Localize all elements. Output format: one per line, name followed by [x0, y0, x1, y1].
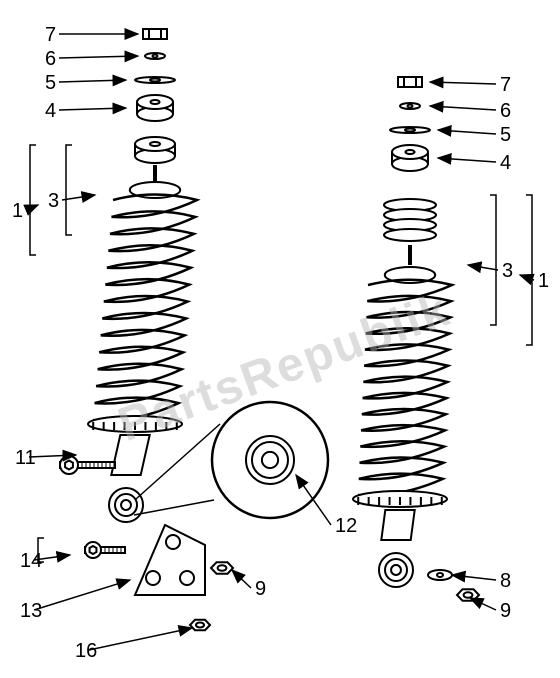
callout-label-3: 3: [502, 260, 513, 283]
callout-label-7: 7: [45, 24, 56, 47]
callout-label-12: 12: [335, 515, 357, 538]
callout-label-8: 8: [500, 570, 511, 593]
callout-label-3: 3: [48, 190, 59, 213]
callout-label-16: 16: [75, 640, 97, 663]
diagram-svg: [0, 0, 560, 678]
callout-label-11: 11: [15, 447, 36, 470]
callout-label-9: 9: [255, 578, 266, 601]
callout-label-1: 1: [12, 200, 23, 223]
callout-label-7: 7: [500, 74, 511, 97]
callout-label-5: 5: [500, 124, 511, 147]
parts-diagram: PartsRepublik 7654311114131691276543189: [0, 0, 560, 678]
callout-label-4: 4: [500, 152, 511, 175]
callout-label-6: 6: [45, 48, 56, 71]
callout-label-4: 4: [45, 100, 56, 123]
callout-label-6: 6: [500, 100, 511, 123]
callout-label-14: 14: [20, 550, 42, 573]
callout-label-9: 9: [500, 600, 511, 623]
callout-label-5: 5: [45, 72, 56, 95]
callout-label-13: 13: [20, 600, 42, 623]
callout-label-1: 1: [538, 270, 549, 293]
